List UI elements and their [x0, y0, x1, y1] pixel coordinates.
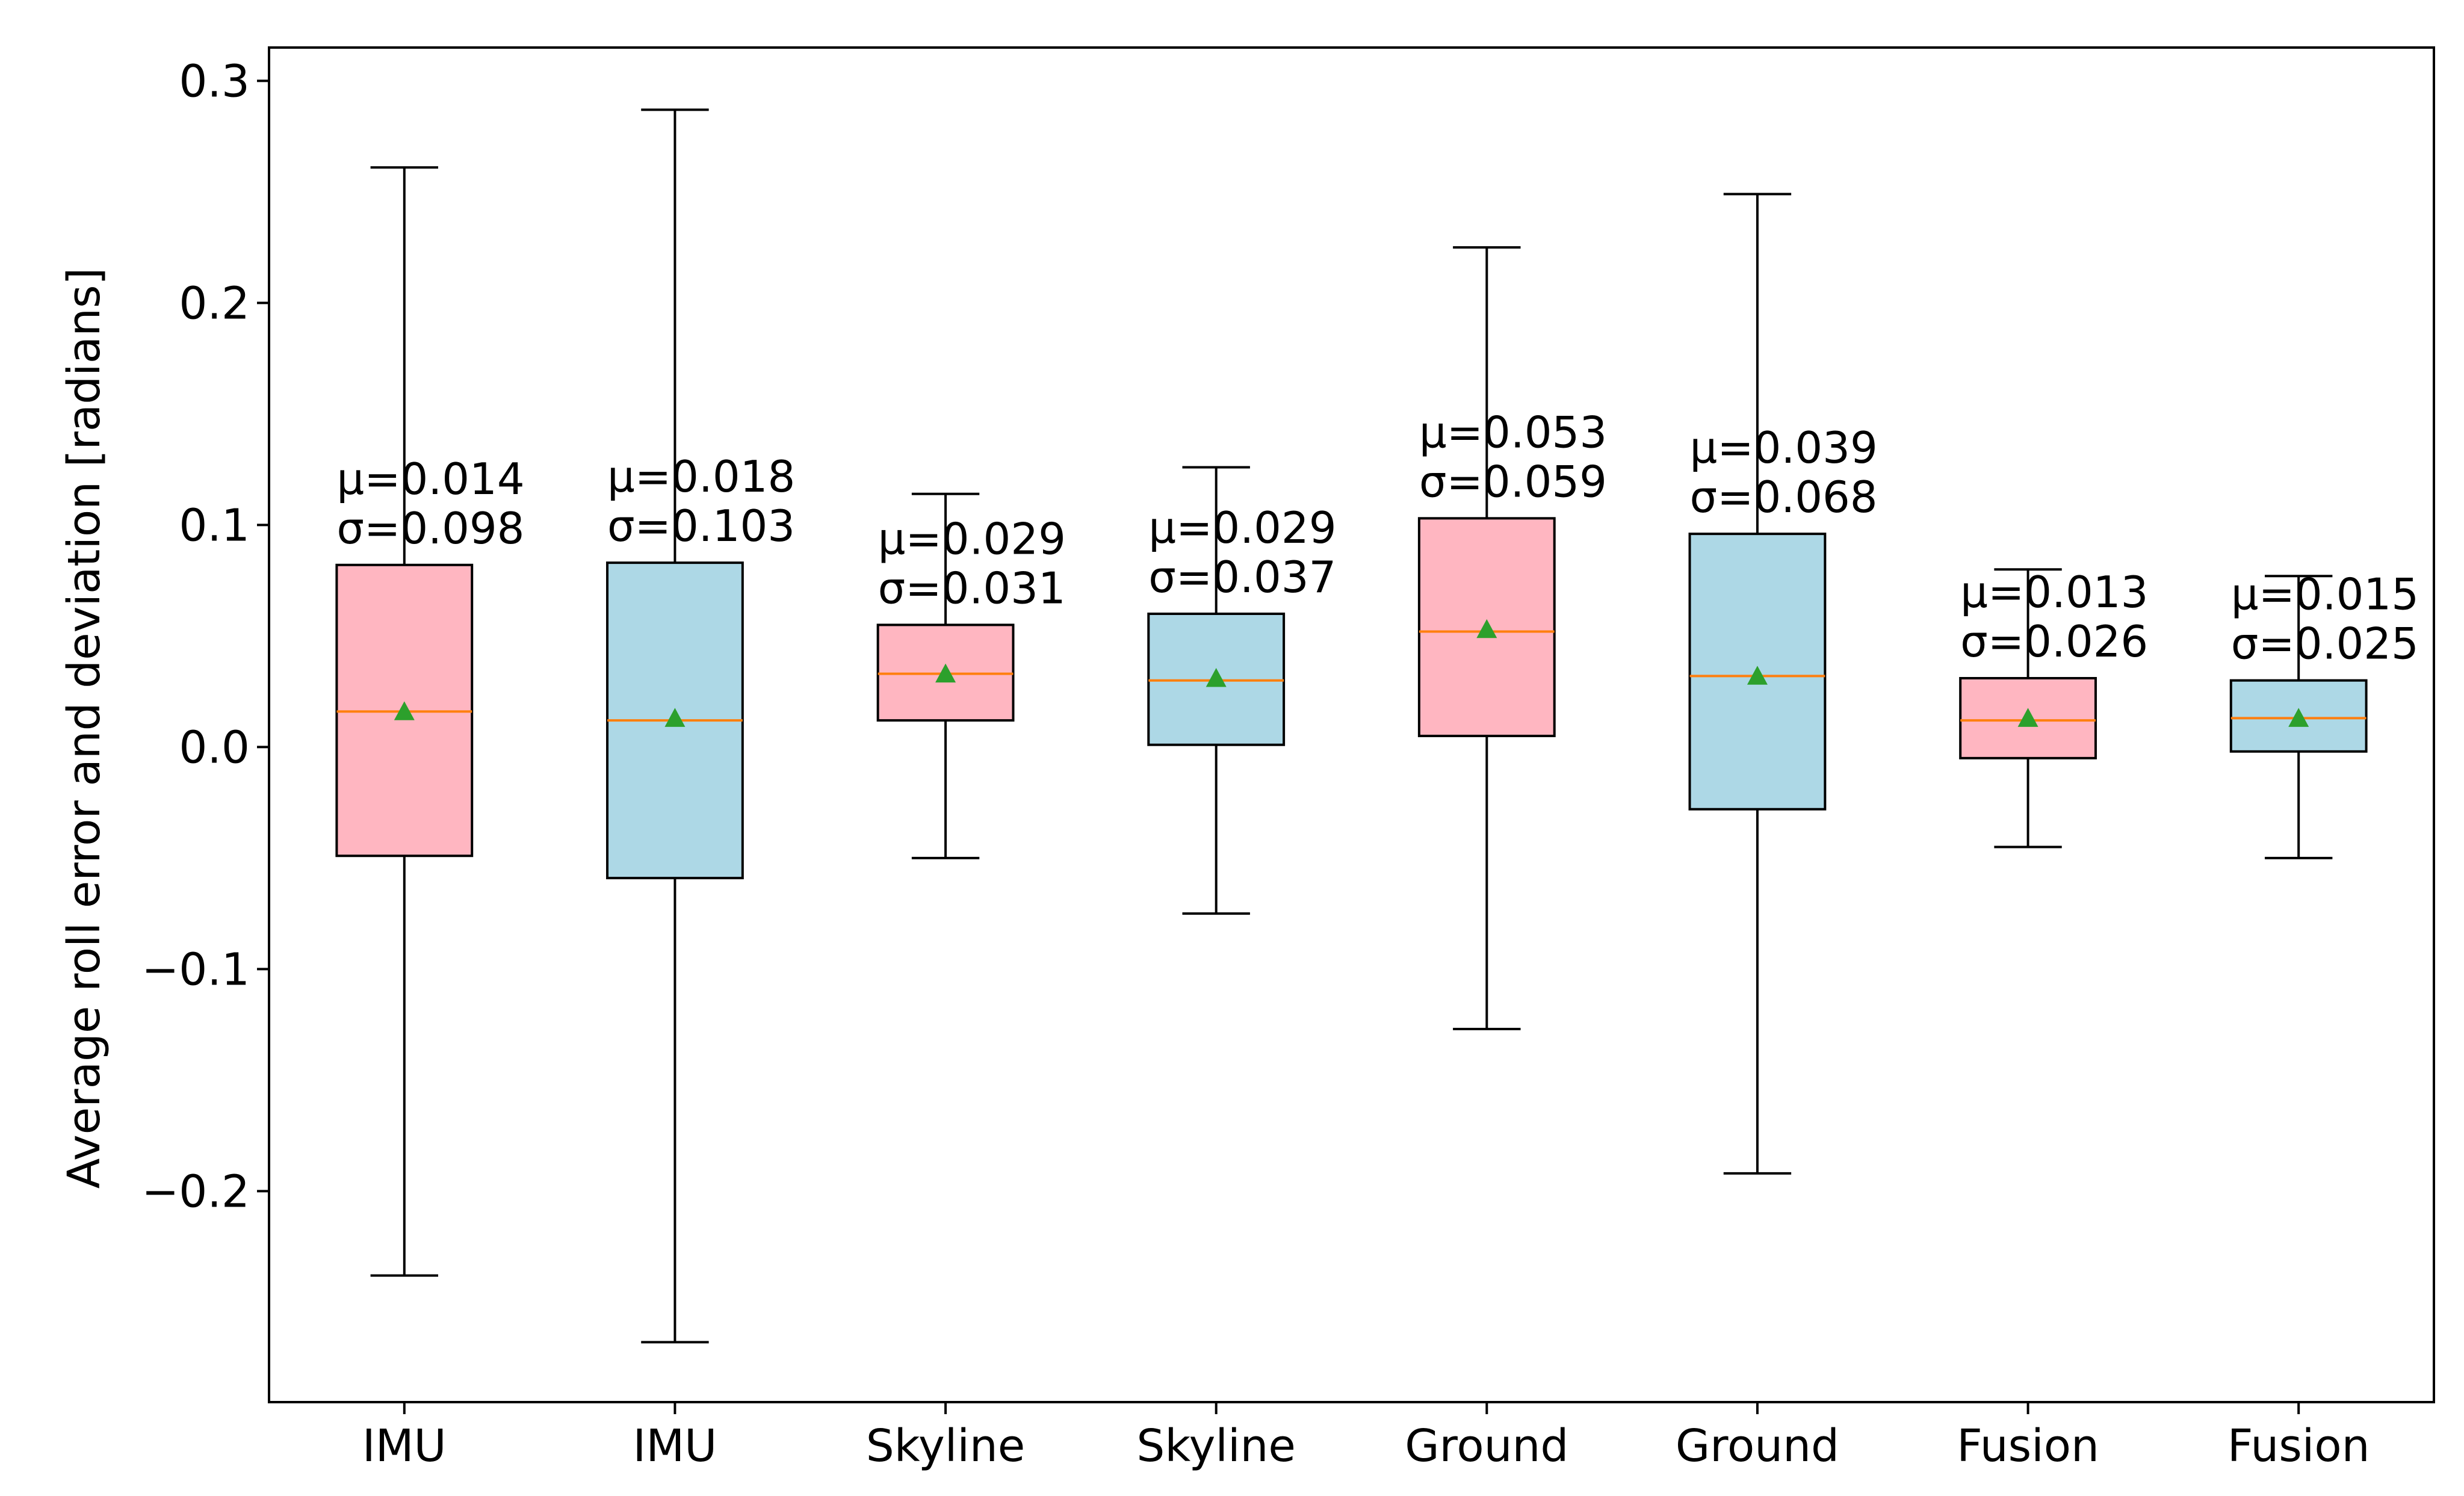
y-tick-label: 0.3: [179, 55, 250, 107]
y-tick-label: 0.1: [179, 499, 250, 551]
mean-marker: [2017, 708, 2038, 727]
mu-annotation: μ=0.015: [2231, 569, 2419, 620]
mu-annotation: μ=0.039: [1690, 422, 1878, 473]
mu-annotation: μ=0.029: [1148, 502, 1336, 553]
mean-marker: [935, 663, 956, 683]
mean-marker: [1747, 666, 1768, 685]
x-tick-label: Skyline: [1136, 1420, 1296, 1472]
mean-marker: [394, 701, 415, 720]
x-tick-label: Fusion: [2227, 1420, 2370, 1472]
x-tick-label: Ground: [1676, 1420, 1839, 1472]
mean-marker: [2288, 708, 2309, 727]
y-tick-label: −0.2: [141, 1166, 250, 1217]
sigma-annotation: σ=0.031: [878, 563, 1066, 613]
y-tick-label: 0.0: [179, 722, 250, 773]
y-axis-label: Average roll error and deviation [radian…: [58, 268, 110, 1189]
sigma-annotation: σ=0.098: [336, 503, 524, 554]
mu-annotation: μ=0.053: [1419, 407, 1607, 457]
x-tick-label: IMU: [362, 1420, 447, 1472]
sigma-annotation: σ=0.037: [1148, 552, 1336, 602]
sigma-annotation: σ=0.059: [1419, 456, 1607, 507]
sigma-annotation: σ=0.026: [1960, 616, 2148, 667]
box-blue: [2229, 679, 2368, 753]
mu-annotation: μ=0.014: [336, 454, 524, 504]
mu-annotation: μ=0.029: [878, 513, 1066, 564]
sigma-annotation: σ=0.103: [607, 501, 795, 551]
x-tick-label: Ground: [1405, 1420, 1568, 1472]
y-tick-label: −0.1: [141, 944, 250, 995]
mu-annotation: μ=0.018: [607, 451, 795, 502]
y-tick-label: 0.2: [179, 277, 250, 329]
mu-annotation: μ=0.013: [1960, 567, 2148, 617]
sigma-annotation: σ=0.068: [1690, 472, 1878, 522]
mean-marker: [664, 708, 686, 727]
x-tick-label: Skyline: [866, 1420, 1026, 1472]
mean-marker: [1476, 619, 1497, 638]
x-tick-label: Fusion: [1957, 1420, 2099, 1472]
mean-marker: [1206, 668, 1227, 687]
sigma-annotation: σ=0.025: [2231, 619, 2419, 669]
axes-frame: [268, 46, 2435, 1403]
x-tick-label: IMU: [633, 1420, 717, 1472]
